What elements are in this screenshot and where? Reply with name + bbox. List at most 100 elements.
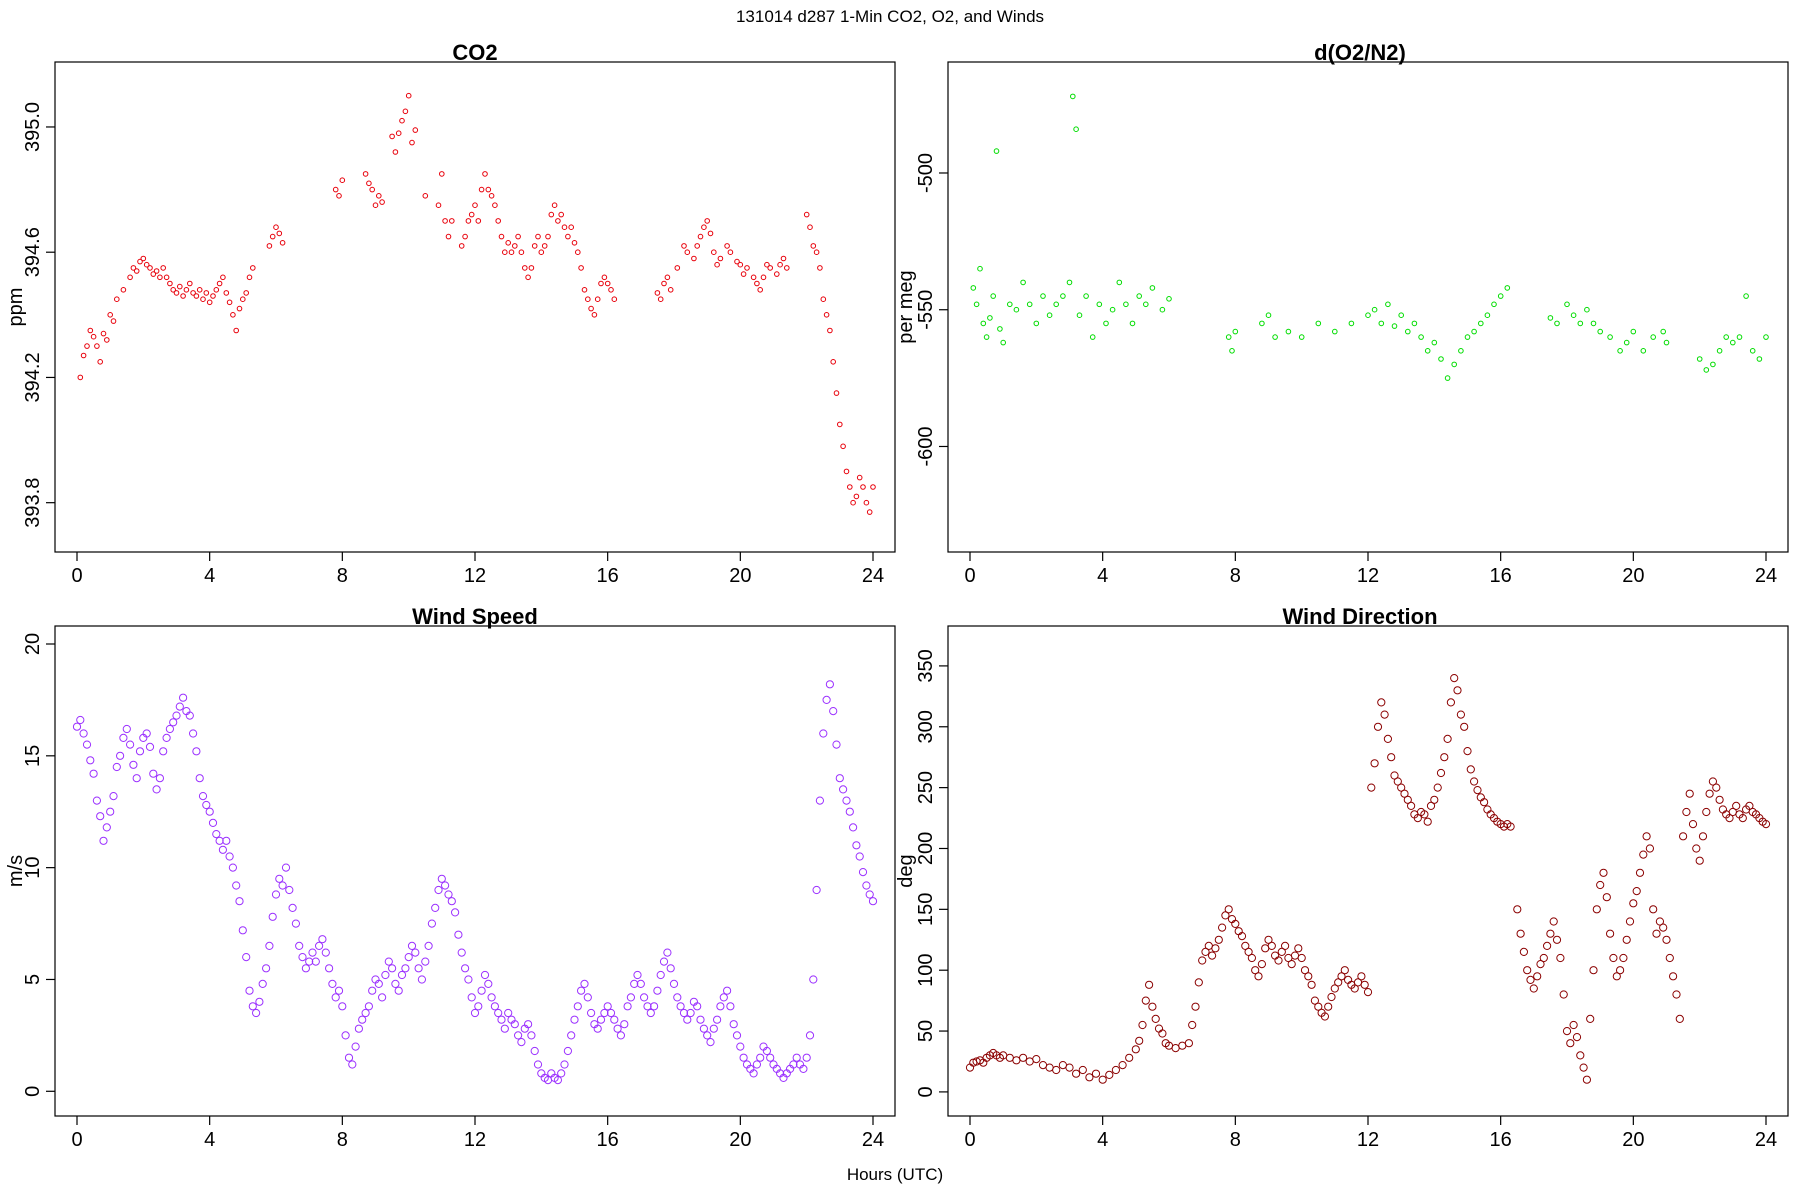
data-point — [809, 975, 818, 984]
data-point — [626, 993, 636, 1002]
data-point — [853, 493, 860, 500]
data-point — [86, 756, 95, 765]
data-point — [391, 979, 400, 989]
data-point — [434, 885, 443, 895]
data-point — [150, 271, 157, 277]
data-point — [480, 970, 490, 980]
data-point — [587, 1008, 596, 1018]
data-point — [242, 953, 251, 962]
data-point — [646, 1008, 655, 1018]
figure-xlabel: Hours (UTC) — [847, 1165, 943, 1184]
data-point — [1158, 1029, 1167, 1038]
data-point — [1405, 328, 1411, 335]
data-point — [1675, 1014, 1684, 1024]
data-point — [1597, 328, 1603, 335]
data-point — [1554, 320, 1560, 327]
data-point — [616, 1031, 626, 1040]
y-tick-label: 394.2 — [22, 352, 44, 402]
data-point — [1732, 801, 1741, 811]
data-point — [492, 202, 498, 208]
data-point — [467, 993, 476, 1002]
data-point — [225, 852, 234, 861]
data-point — [551, 202, 558, 208]
data-point — [701, 224, 707, 230]
data-point — [570, 1015, 579, 1024]
data-point — [140, 255, 147, 262]
data-point — [442, 218, 448, 224]
data-point — [133, 268, 140, 274]
data-point — [165, 724, 174, 734]
data-point — [167, 280, 173, 287]
data-point — [462, 233, 468, 240]
data-point — [163, 274, 170, 281]
data-point — [749, 1069, 758, 1078]
data-point — [490, 1002, 499, 1011]
data-point — [650, 1002, 659, 1011]
y-tick-label: 350 — [915, 649, 937, 682]
data-point — [1251, 966, 1260, 975]
data-point — [235, 897, 244, 906]
data-point — [837, 421, 843, 428]
data-point — [514, 1031, 523, 1040]
data-point — [1738, 814, 1747, 823]
data-point — [381, 970, 390, 980]
data-point — [1327, 992, 1336, 1002]
data-point — [1032, 1055, 1041, 1064]
wind-direction-xaxis: 0 4 8 12 16 20 24 — [964, 1116, 1777, 1151]
data-point — [1078, 1065, 1087, 1075]
data-point — [545, 233, 551, 240]
data-point — [817, 265, 823, 271]
data-point — [465, 218, 472, 224]
data-point — [1257, 960, 1267, 969]
data-point — [258, 979, 267, 989]
data-point — [344, 1053, 354, 1062]
data-point — [92, 796, 102, 805]
data-point — [717, 255, 724, 262]
data-point — [318, 935, 327, 944]
data-point — [76, 715, 85, 725]
o2-panel: d(O2/N2) per meg 0 4 8 12 16 20 24 -600 -550 -50… — [895, 40, 1789, 587]
data-point — [1385, 301, 1391, 308]
data-point — [268, 912, 277, 921]
co2-ylabel: ppm — [5, 288, 27, 327]
o2-title: d(O2/N2) — [1314, 40, 1406, 65]
data-point — [502, 249, 508, 255]
data-point — [862, 881, 871, 890]
data-point — [1330, 984, 1339, 993]
data-point — [233, 327, 239, 334]
data-point — [1546, 929, 1555, 938]
data-point — [96, 812, 105, 821]
data-point — [508, 249, 515, 255]
data-point — [179, 693, 188, 702]
data-point — [1443, 734, 1452, 744]
o2-points — [970, 93, 1769, 381]
data-point — [1562, 1027, 1572, 1036]
data-point — [601, 274, 608, 281]
data-point — [1109, 306, 1116, 313]
data-point — [80, 352, 87, 359]
data-point — [458, 243, 465, 249]
data-point — [1420, 810, 1429, 819]
data-point — [777, 261, 783, 268]
data-point — [354, 1024, 363, 1033]
data-point — [376, 193, 382, 199]
data-point — [630, 979, 639, 989]
data-point — [577, 986, 586, 995]
data-point — [522, 265, 528, 271]
data-point — [175, 702, 184, 711]
data-point — [1225, 334, 1232, 340]
data-point — [351, 1042, 360, 1051]
x-tick-label: 16 — [597, 1129, 619, 1151]
data-point — [1471, 328, 1477, 335]
data-point — [530, 1046, 539, 1056]
wind-speed-ylabel: m/s — [5, 855, 27, 887]
data-point — [600, 1008, 609, 1018]
data-point — [762, 1046, 772, 1056]
data-point — [421, 957, 430, 966]
data-point — [764, 261, 770, 268]
data-point — [752, 1060, 762, 1069]
data-point — [538, 249, 545, 255]
data-point — [820, 296, 827, 303]
data-point — [77, 374, 84, 381]
x-tick-label: 20 — [729, 565, 751, 587]
